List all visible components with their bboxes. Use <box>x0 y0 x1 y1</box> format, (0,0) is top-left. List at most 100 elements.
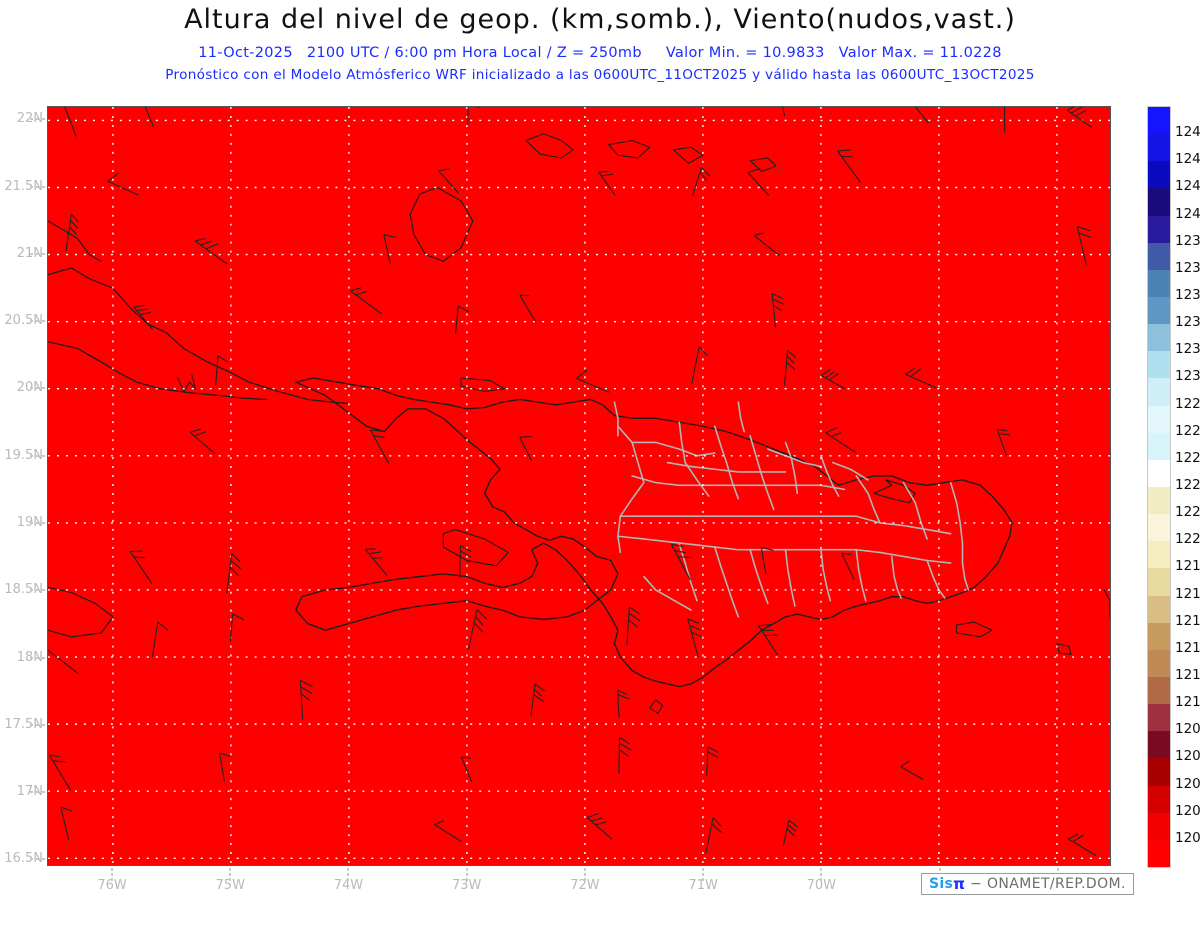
longitude-tick-mark <box>583 878 586 881</box>
longitude-tick-mark <box>229 878 232 881</box>
map-plot-area[interactable] <box>47 106 1111 866</box>
longitude-tick-mark <box>111 868 114 871</box>
subtitle-line-1: 11-Oct-2025 2100 UTC / 6:00 pm Hora Local… <box>0 45 1200 61</box>
coastline <box>48 341 267 401</box>
forecast-time-level: 2100 UTC / 6:00 pm Hora Local / Z = 250m… <box>306 45 642 61</box>
latitude-tick-mark <box>36 185 39 188</box>
wind-barb <box>617 689 630 718</box>
longitude-tick-mark <box>465 868 468 871</box>
wind-barb <box>215 355 228 386</box>
colorbar-swatch <box>1148 595 1170 624</box>
page-title: Altura del nivel de geop. (km,somb.), Vi… <box>184 4 1016 35</box>
wind-barb <box>618 736 632 774</box>
coastline <box>672 146 704 164</box>
wind-barb <box>705 817 723 854</box>
wind-barb <box>1067 833 1097 857</box>
map-geometry-layer <box>48 133 1110 714</box>
latitude-tick-mark <box>30 387 33 390</box>
colorbar-swatch <box>1148 378 1170 407</box>
province-border <box>631 475 846 491</box>
province-border <box>631 441 716 457</box>
wind-barb <box>747 168 770 196</box>
wind-barb <box>383 234 396 264</box>
colorbar-swatch <box>1148 297 1170 325</box>
latitude-tick-mark <box>42 521 45 524</box>
colorbar-tick-label: 12037 <box>1175 802 1200 819</box>
latitude-tick-label: 20N <box>16 380 43 396</box>
coastline <box>649 699 664 714</box>
latitude-tick-mark <box>36 858 39 861</box>
value-max: Valor Max. = 11.0228 <box>838 45 1002 61</box>
latitude-tick-mark <box>36 723 39 726</box>
colorbar-tick-label: 12020 <box>1175 829 1200 846</box>
wind-barb <box>530 683 546 716</box>
latitude-tick-mark <box>36 656 39 659</box>
colorbar-tick-label: 12462 <box>1175 124 1200 141</box>
wind-barb <box>364 548 388 576</box>
latitude-tick-mark <box>42 791 45 794</box>
latitude-tick-mark <box>30 589 33 592</box>
latitude-tick-mark <box>42 387 45 390</box>
longitude-tick-label: 74W <box>333 878 364 893</box>
wind-barb <box>598 170 616 196</box>
attribution-logo[interactable]: Sis π − ONAMET/REP.DOM. <box>921 873 1134 895</box>
wind-barb <box>1076 226 1092 265</box>
colorbar-swatch <box>1148 785 1170 814</box>
value-min: Valor Min. = 10.9833 <box>665 45 825 61</box>
colorbar-tick-label: 12122 <box>1175 667 1200 683</box>
latitude-tick-label: 17.5N <box>4 716 43 732</box>
wind-barb <box>670 543 692 581</box>
latitude-tick-mark <box>30 858 33 861</box>
wind-barb <box>467 609 487 650</box>
wind-barb <box>434 820 462 842</box>
coastline <box>608 140 651 159</box>
longitude-tick-mark <box>583 873 586 876</box>
wind-barb <box>836 149 862 184</box>
wind-barb <box>900 760 924 781</box>
longitude-tick-mark <box>347 878 350 881</box>
coastline <box>48 220 102 262</box>
coastline <box>295 377 1013 688</box>
colorbar-swatch <box>1148 514 1170 542</box>
wind-barb <box>692 167 711 197</box>
colorbar-swatch <box>1148 188 1170 217</box>
colorbar-swatch <box>1148 622 1170 651</box>
longitude-tick-label: 70W <box>806 878 837 893</box>
colorbar-swatch <box>1148 487 1170 515</box>
colorbar-tick-label: 12445 <box>1175 151 1200 168</box>
colorbar-tick-label: 12292 <box>1175 395 1200 412</box>
province-border <box>613 401 619 437</box>
latitude-tick-mark <box>36 791 39 794</box>
colorbar-swatch <box>1148 242 1170 271</box>
longitude-tick-mark <box>229 873 232 876</box>
wind-barb <box>64 107 77 137</box>
wind-barb <box>996 428 1011 456</box>
longitude-tick-label: 71W <box>688 878 718 893</box>
colorbar-tick-label: 12360 <box>1175 287 1200 303</box>
wind-barb <box>821 369 845 390</box>
latitude-tick-mark <box>30 118 33 121</box>
colorbar-tick-label: 12088 <box>1175 721 1200 738</box>
colorbar-tick-label: 12139 <box>1175 639 1200 656</box>
colorbar-swatch <box>1148 649 1170 678</box>
province-border <box>737 401 745 433</box>
colorbar-swatch <box>1148 161 1170 189</box>
coastline <box>1103 589 1110 618</box>
wind-barb <box>219 752 231 782</box>
latitude-tick-mark <box>30 252 33 255</box>
wind-barb <box>189 428 216 455</box>
latitude-tick-mark <box>36 252 39 255</box>
latitude-tick-mark <box>36 387 39 390</box>
latitude-tick-mark <box>30 791 33 794</box>
longitude-tick-mark <box>465 873 468 876</box>
colorbar-swatch <box>1148 758 1170 787</box>
wind-barb <box>1066 107 1093 128</box>
coastline <box>177 374 197 392</box>
colorbar-swatch <box>1148 405 1170 434</box>
wind-barb <box>129 550 153 584</box>
latitude-tick-mark <box>42 185 45 188</box>
colorbar-tick-label: 12428 <box>1175 178 1200 195</box>
province-border <box>713 425 740 500</box>
colorbar-swatch <box>1148 704 1170 732</box>
